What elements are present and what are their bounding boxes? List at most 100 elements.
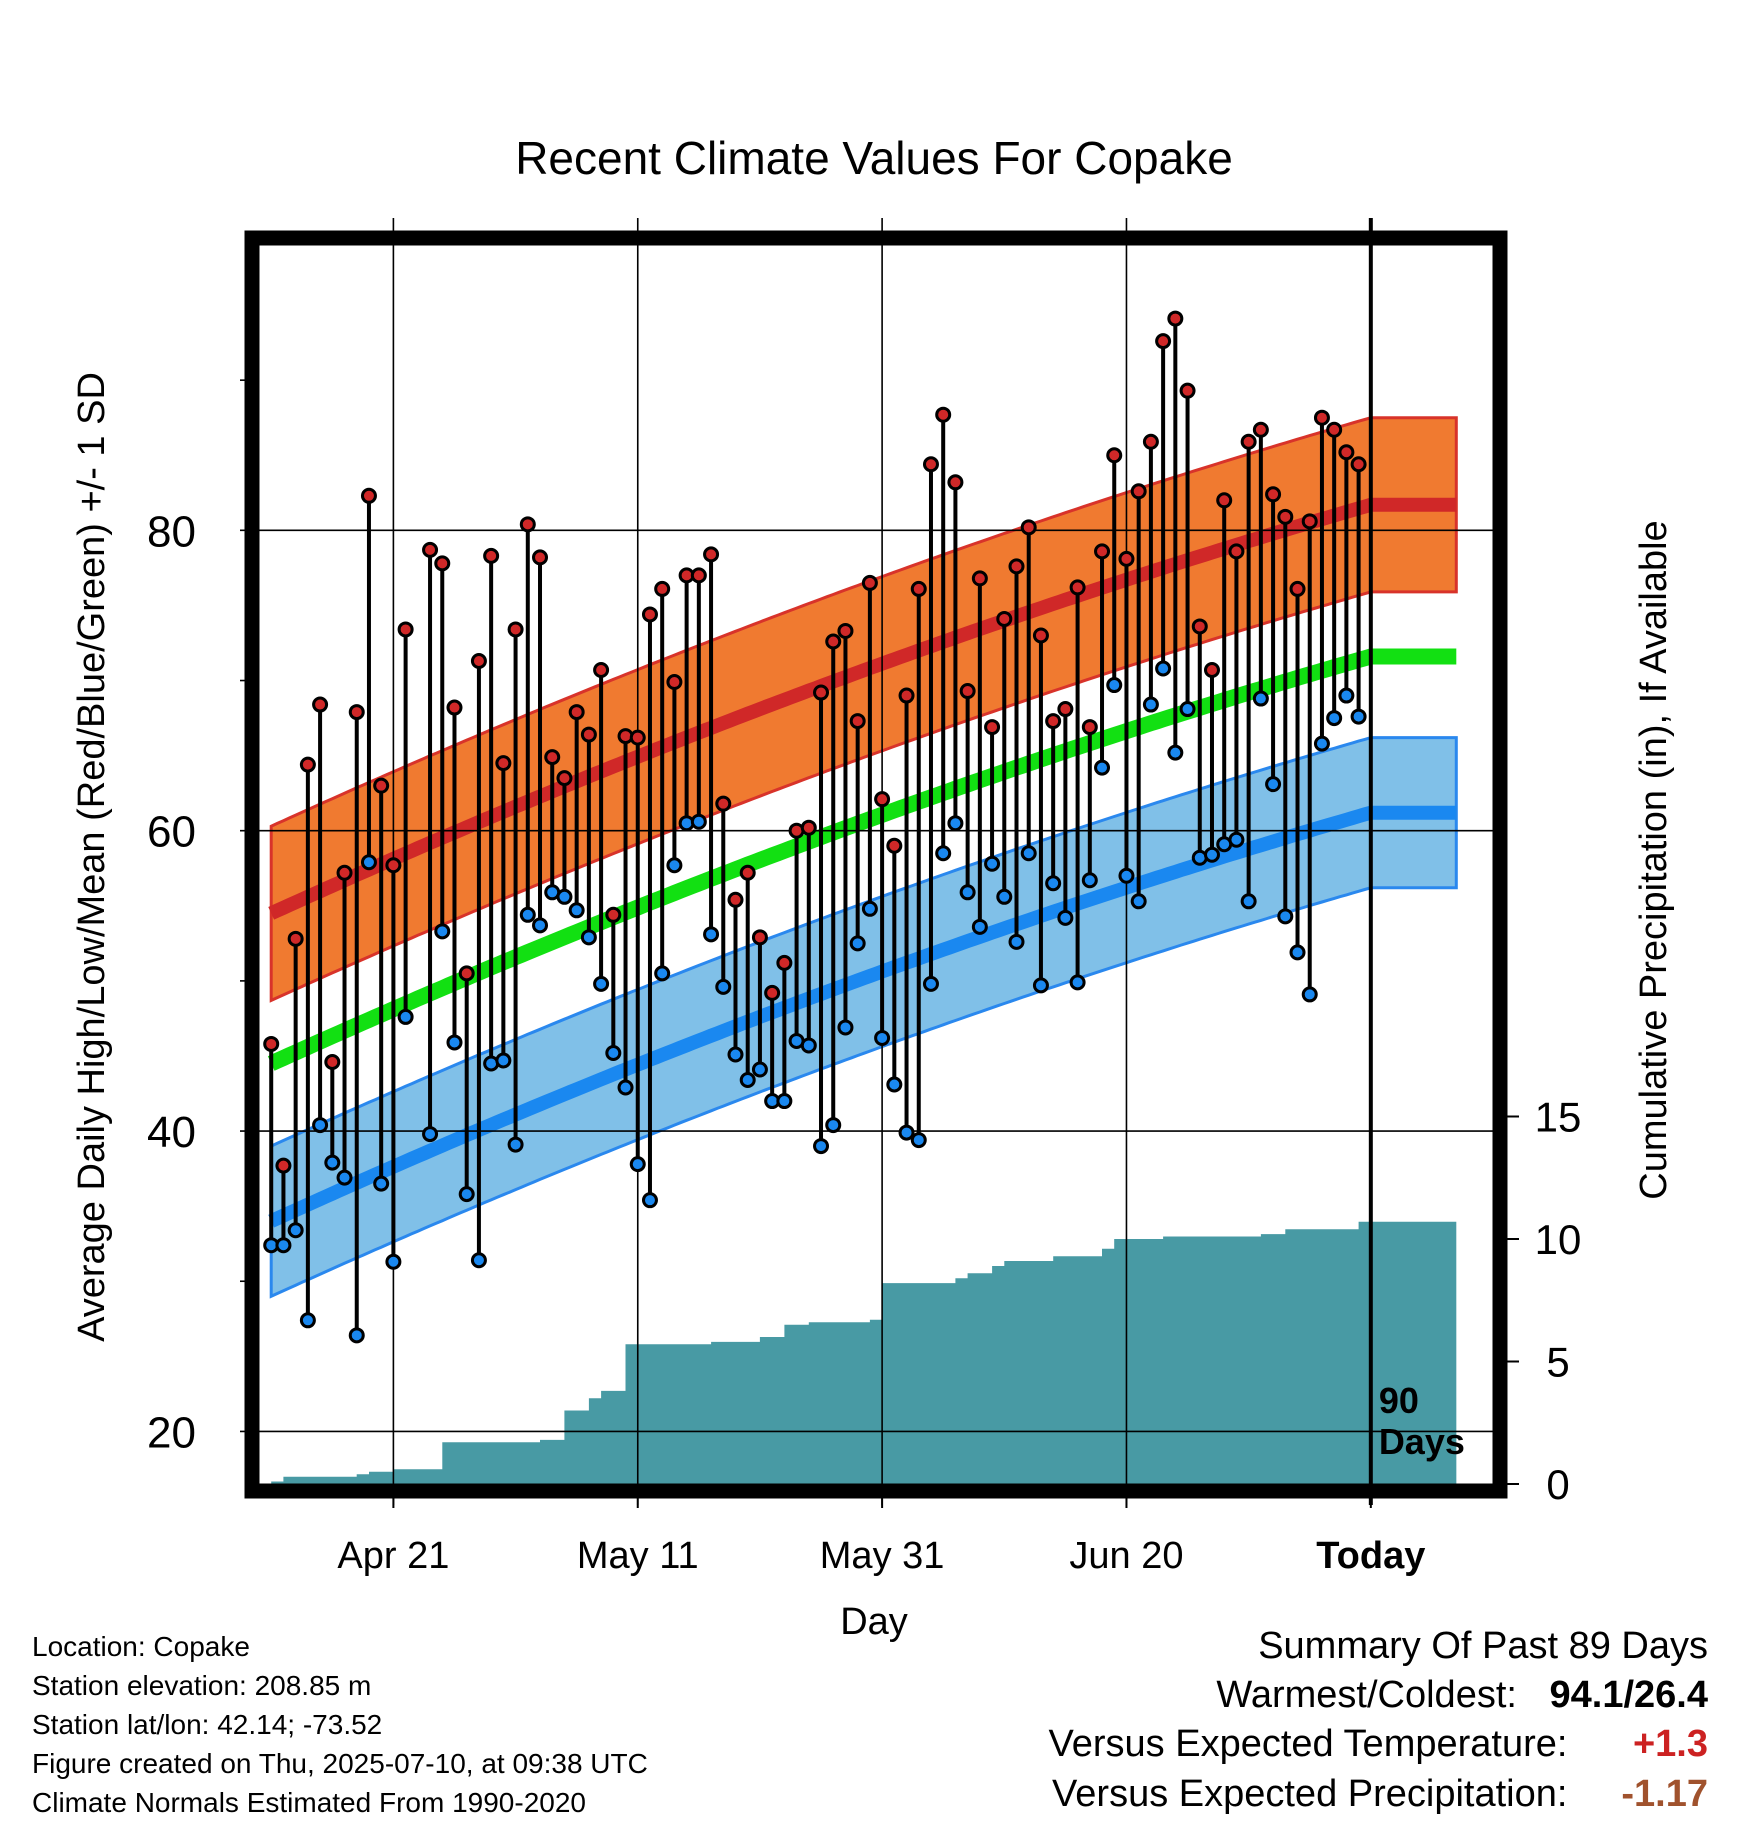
summary-heading: Summary Of Past 89 Days — [1258, 1625, 1708, 1667]
high-point — [1326, 421, 1343, 438]
high-point — [703, 546, 720, 563]
info-elevation: Station elevation: 208.85 m — [32, 1670, 372, 1701]
low-point — [1179, 701, 1196, 718]
low-point — [287, 1222, 304, 1239]
low-point — [1338, 687, 1355, 704]
low-point — [1094, 759, 1111, 776]
low-point — [519, 906, 536, 923]
low-point — [629, 1156, 646, 1173]
high-point — [1240, 433, 1257, 450]
low-point — [947, 815, 964, 832]
high-point — [1289, 580, 1306, 597]
high-point — [910, 580, 927, 597]
low-point — [470, 1252, 487, 1269]
low-point — [507, 1136, 524, 1153]
low-point — [275, 1237, 292, 1254]
low-point — [825, 1117, 842, 1134]
high-point — [1032, 627, 1049, 644]
high-point — [360, 487, 377, 504]
high-point — [1081, 719, 1098, 736]
high-point — [1179, 382, 1196, 399]
high-point — [861, 574, 878, 591]
low-point — [1032, 977, 1049, 994]
info-normals: Climate Normals Estimated From 1990-2020 — [32, 1787, 586, 1818]
x-tick-label: Today — [1316, 1535, 1425, 1577]
low-point — [922, 975, 939, 992]
plot-frame — [244, 230, 1508, 1499]
low-point — [935, 845, 952, 862]
low-point — [910, 1132, 927, 1149]
summary-warm-cold: Warmest/Coldest: 94.1/26.4 — [1216, 1676, 1708, 1714]
high-point — [739, 864, 756, 881]
high-point — [1094, 543, 1111, 560]
low-point — [1289, 944, 1306, 961]
today-days-label: Days — [1379, 1421, 1465, 1462]
high-point — [470, 653, 487, 670]
low-point — [397, 1008, 414, 1025]
low-point — [874, 1029, 891, 1046]
low-point — [532, 917, 549, 934]
high-point — [1057, 701, 1074, 718]
high-point — [495, 755, 512, 772]
y2-tick-label: 10 — [1535, 1216, 1582, 1263]
low-point — [1313, 735, 1330, 752]
low-point — [751, 1061, 768, 1078]
high-point — [1216, 492, 1233, 509]
high-point — [385, 857, 402, 874]
high-point — [886, 837, 903, 854]
low-point — [446, 1034, 463, 1051]
low-point — [959, 884, 976, 901]
low-point — [1301, 986, 1318, 1003]
low-point — [422, 1126, 439, 1143]
low-point — [1130, 893, 1147, 910]
high-point — [971, 570, 988, 587]
y-tick-label: 60 — [147, 808, 196, 857]
summary-temp: Versus Expected Temperature: +1.3 — [1049, 1725, 1708, 1763]
y2-tick-label: 15 — [1535, 1094, 1582, 1141]
high-point — [299, 756, 316, 773]
low-point — [715, 978, 732, 995]
high-point — [324, 1053, 341, 1070]
x-axis-label: Day — [840, 1601, 908, 1643]
high-point — [1228, 543, 1245, 560]
high-point — [715, 795, 732, 812]
low-point — [703, 926, 720, 943]
high-point — [984, 719, 1001, 736]
high-point — [348, 704, 365, 721]
high-point — [800, 819, 817, 836]
low-point — [580, 929, 597, 946]
high-point — [446, 699, 463, 716]
low-point — [1265, 776, 1282, 793]
high-point — [898, 687, 915, 704]
temp-label: Versus Expected Temperature: — [1048, 1723, 1568, 1765]
low-point — [434, 923, 451, 940]
high-point — [483, 547, 500, 564]
low-point — [1155, 660, 1172, 677]
high-point — [593, 662, 610, 679]
y-tick-label: 80 — [147, 507, 196, 556]
high-point — [1155, 333, 1172, 350]
low-point — [727, 1046, 744, 1063]
warm-cold-label: Warmest/Coldest: — [1216, 1674, 1517, 1716]
high-point — [764, 984, 781, 1001]
high-point — [1106, 447, 1123, 464]
high-point — [507, 621, 524, 638]
high-point — [263, 1035, 280, 1052]
precip-area — [271, 1221, 1457, 1484]
high-point — [776, 954, 793, 971]
low-point — [556, 888, 573, 905]
high-point — [532, 549, 549, 566]
low-point — [1326, 710, 1343, 727]
high-point — [1191, 618, 1208, 635]
high-point — [422, 541, 439, 558]
low-point — [312, 1117, 329, 1134]
low-point — [348, 1327, 365, 1344]
high-point — [1142, 433, 1159, 450]
high-point — [287, 930, 304, 947]
summary-precip: Versus Expected Precipitation: -1.17 — [1052, 1775, 1708, 1813]
low-point — [495, 1052, 512, 1069]
high-point — [373, 777, 390, 794]
low-point — [861, 900, 878, 917]
high-point — [837, 622, 854, 639]
